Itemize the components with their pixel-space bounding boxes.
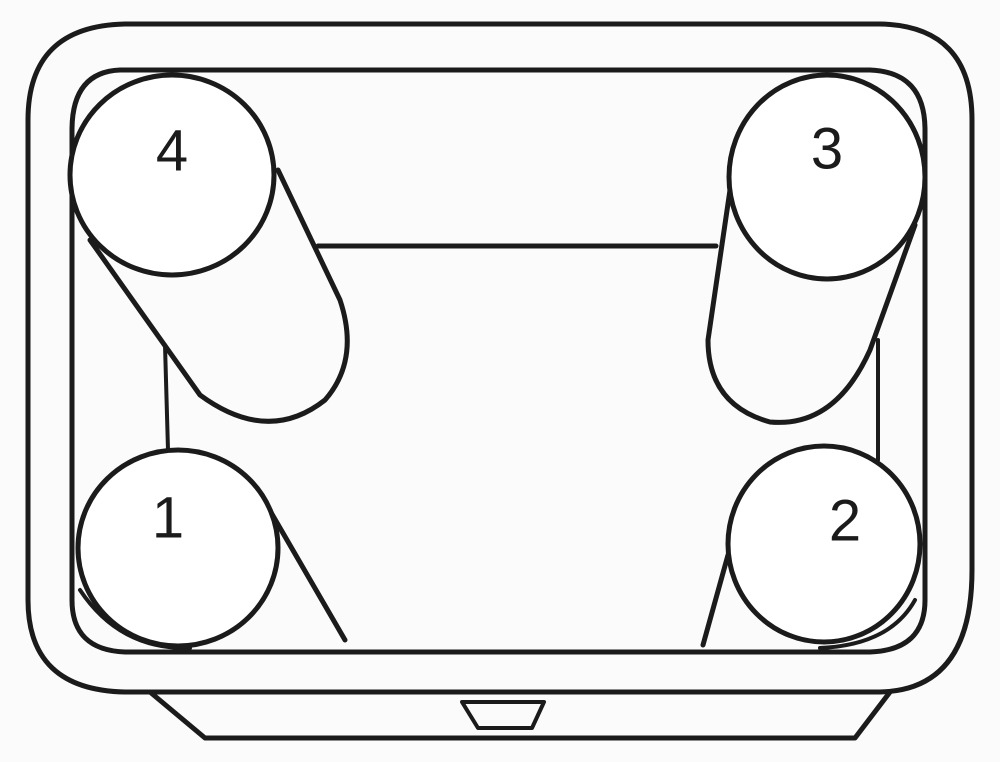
cell-label-4: 4 xyxy=(156,118,188,183)
latch-clip xyxy=(460,700,546,730)
battery-cell-4: 4 xyxy=(67,72,350,424)
cell-label-3: 3 xyxy=(811,116,843,181)
cell-label-2: 2 xyxy=(829,488,861,553)
contact-strip-left xyxy=(163,343,170,452)
battery-case-outer xyxy=(25,21,975,695)
battery-cell-3: 3 xyxy=(705,72,928,425)
battery-compartment-inner xyxy=(69,67,928,655)
battery-cell-2: 2 xyxy=(700,443,923,650)
battery-cell-1: 1 xyxy=(75,447,348,651)
battery-case-base xyxy=(147,689,893,741)
cell-label-1: 1 xyxy=(152,485,184,550)
